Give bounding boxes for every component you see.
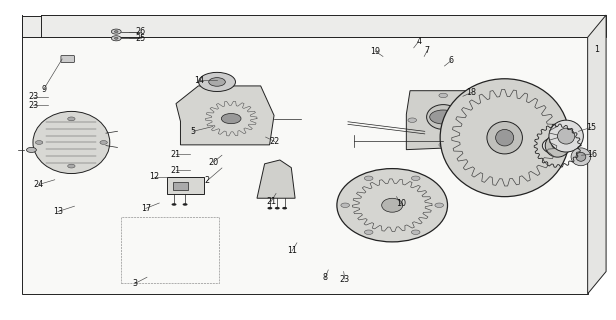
Circle shape [365, 176, 373, 180]
Circle shape [430, 110, 456, 124]
Text: 24: 24 [34, 180, 44, 189]
Text: 23: 23 [28, 101, 38, 110]
Circle shape [182, 203, 187, 206]
Ellipse shape [487, 122, 522, 154]
Text: 23: 23 [28, 92, 38, 101]
Text: 17: 17 [140, 204, 151, 213]
Ellipse shape [557, 128, 575, 144]
Circle shape [111, 36, 121, 41]
Polygon shape [22, 15, 606, 37]
Ellipse shape [542, 137, 573, 154]
Circle shape [341, 203, 349, 207]
Ellipse shape [549, 120, 583, 152]
Text: 22: 22 [270, 137, 280, 146]
Polygon shape [176, 86, 274, 145]
Circle shape [267, 207, 272, 210]
Text: 9: 9 [41, 85, 46, 94]
Ellipse shape [198, 72, 235, 92]
Circle shape [111, 29, 121, 34]
Text: 1: 1 [594, 44, 599, 54]
Circle shape [282, 207, 287, 210]
Text: 10: 10 [396, 199, 406, 208]
Ellipse shape [209, 78, 225, 86]
Text: 4: 4 [416, 37, 421, 46]
Circle shape [221, 114, 241, 124]
Circle shape [68, 164, 75, 168]
Circle shape [435, 203, 444, 207]
Circle shape [275, 207, 280, 210]
Circle shape [439, 143, 447, 147]
Text: 14: 14 [194, 76, 205, 85]
Circle shape [408, 118, 416, 123]
Text: 20: 20 [208, 158, 219, 167]
FancyBboxPatch shape [61, 55, 75, 62]
Bar [121, 217, 219, 283]
Polygon shape [588, 15, 606, 294]
Circle shape [26, 148, 36, 153]
Polygon shape [407, 91, 480, 150]
Ellipse shape [337, 169, 447, 242]
Ellipse shape [427, 105, 460, 129]
Text: 21: 21 [171, 150, 181, 159]
Ellipse shape [576, 152, 586, 161]
Text: 21: 21 [266, 197, 276, 206]
Circle shape [365, 230, 373, 235]
Text: 3: 3 [132, 279, 137, 288]
Text: 7: 7 [424, 46, 430, 55]
Text: 16: 16 [587, 150, 597, 159]
Circle shape [552, 143, 563, 148]
Bar [172, 182, 188, 190]
Bar [167, 177, 203, 194]
Text: 13: 13 [53, 207, 63, 216]
Text: 11: 11 [287, 246, 297, 255]
Circle shape [115, 37, 118, 39]
Circle shape [35, 140, 43, 144]
Ellipse shape [440, 79, 569, 197]
Circle shape [100, 140, 107, 144]
Text: 21: 21 [171, 166, 181, 175]
Ellipse shape [33, 111, 110, 173]
Ellipse shape [496, 130, 514, 146]
Circle shape [172, 203, 176, 206]
Text: 26: 26 [136, 27, 146, 36]
Polygon shape [257, 160, 295, 198]
Circle shape [411, 230, 420, 235]
Text: 25: 25 [136, 34, 146, 43]
Ellipse shape [571, 148, 591, 166]
Text: 8: 8 [323, 273, 328, 282]
Ellipse shape [545, 134, 570, 157]
Circle shape [411, 176, 420, 180]
Text: 6: 6 [448, 56, 454, 65]
Circle shape [68, 117, 75, 121]
Text: 5: 5 [190, 127, 196, 136]
Text: 15: 15 [586, 123, 596, 132]
Text: 18: 18 [466, 88, 477, 97]
Text: 12: 12 [149, 172, 160, 181]
Circle shape [115, 31, 118, 33]
Ellipse shape [382, 198, 403, 212]
Polygon shape [22, 37, 588, 294]
Text: 23: 23 [340, 275, 350, 284]
Circle shape [439, 93, 447, 98]
Text: 19: 19 [370, 46, 380, 56]
Text: 2: 2 [205, 176, 210, 185]
Circle shape [470, 118, 479, 123]
